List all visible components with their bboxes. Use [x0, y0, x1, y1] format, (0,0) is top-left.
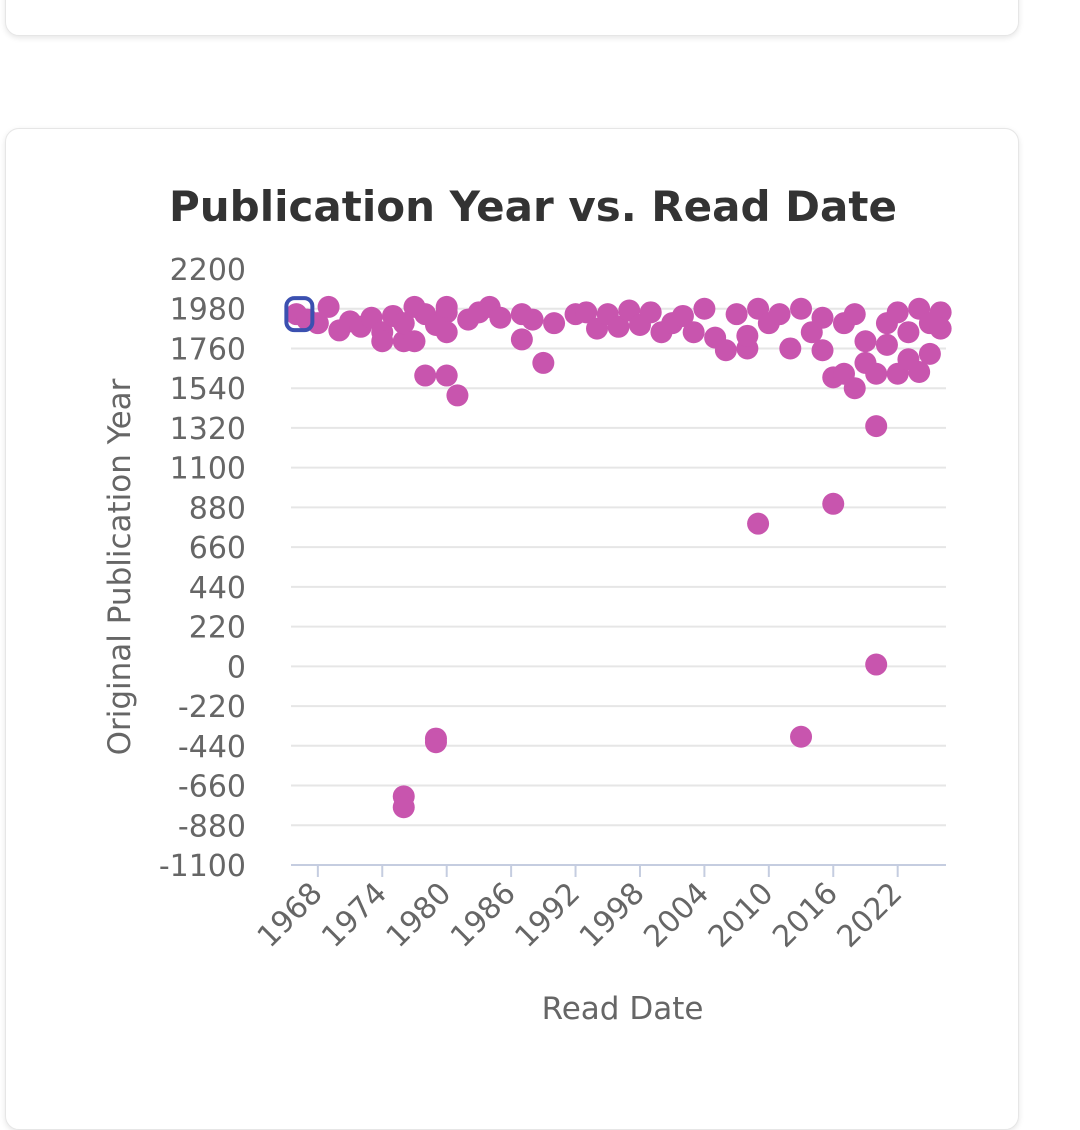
y-tick-label: -1100 [159, 849, 246, 884]
x-tick-label: 1998 [573, 876, 652, 955]
data-point[interactable] [811, 339, 834, 362]
data-point[interactable] [317, 295, 340, 318]
y-tick-label: 0 [227, 650, 246, 685]
data-point[interactable] [403, 330, 426, 353]
y-tick-label: 660 [189, 531, 246, 566]
data-point[interactable] [865, 653, 888, 676]
y-tick-label: 440 [189, 571, 246, 606]
data-point[interactable] [435, 321, 458, 344]
data-point[interactable] [790, 725, 813, 748]
data-point[interactable] [865, 415, 888, 438]
data-point[interactable] [725, 303, 748, 326]
x-tick-label: 2004 [637, 876, 716, 955]
data-point[interactable] [414, 364, 437, 387]
data-point[interactable] [918, 342, 941, 365]
x-tick-label: 1986 [444, 876, 523, 955]
data-point[interactable] [908, 360, 931, 383]
data-point[interactable] [371, 330, 394, 353]
y-tick-label: 1100 [170, 452, 246, 487]
data-point[interactable] [521, 308, 544, 331]
y-axis-title: Original Publication Year [102, 378, 138, 755]
chart-card: Publication Year vs. Read Date 2200 1980 1… [5, 128, 1019, 1130]
x-axis-title: Read Date [542, 991, 704, 1027]
data-point[interactable] [693, 297, 716, 320]
data-point[interactable] [435, 295, 458, 318]
y-tick-label: 1320 [170, 412, 246, 447]
data-point[interactable] [897, 321, 920, 344]
y-tick-label: -880 [178, 809, 246, 844]
data-point[interactable] [811, 306, 834, 329]
data-point[interactable] [929, 301, 952, 324]
y-tick-label: 220 [189, 611, 246, 646]
x-tick-label: 1980 [380, 876, 459, 955]
x-tick-label: 1974 [315, 876, 394, 955]
data-point[interactable] [607, 315, 630, 338]
data-point[interactable] [543, 312, 566, 335]
summary-card [5, 0, 1019, 36]
data-point[interactable] [779, 337, 802, 360]
data-point[interactable] [435, 364, 458, 387]
data-point[interactable] [682, 321, 705, 344]
scatter-chart: Publication Year vs. Read Date 220019801… [102, 182, 952, 1027]
y-tick-label: -660 [178, 770, 246, 805]
data-point[interactable] [747, 512, 770, 535]
data-point[interactable] [714, 339, 737, 362]
highlighted-point-marker[interactable] [284, 296, 315, 333]
data-point[interactable] [843, 377, 866, 400]
data-point[interactable] [854, 330, 877, 353]
data-point[interactable] [532, 351, 555, 374]
data-point[interactable] [671, 304, 694, 327]
data-point[interactable] [392, 312, 415, 335]
y-tick-label: 880 [189, 491, 246, 526]
y-tick-label: 2200 [170, 253, 246, 288]
data-point[interactable] [843, 303, 866, 326]
x-tick-label: 1992 [508, 876, 587, 955]
x-tick-label: 2022 [831, 876, 910, 955]
chart-title: Publication Year vs. Read Date [169, 182, 897, 231]
data-point[interactable] [639, 301, 662, 324]
data-point[interactable] [489, 306, 512, 329]
data-point[interactable] [768, 303, 791, 326]
data-point[interactable] [865, 362, 888, 385]
y-tick-label: -440 [178, 730, 246, 765]
x-tick-label: 2016 [766, 876, 845, 955]
x-tick-label: 1968 [251, 876, 330, 955]
data-point[interactable] [736, 324, 759, 347]
data-point[interactable] [446, 384, 469, 407]
y-tick-label: 1760 [170, 332, 246, 367]
data-point[interactable] [424, 731, 447, 754]
data-point[interactable] [575, 301, 598, 324]
data-point[interactable] [392, 796, 415, 819]
data-point[interactable] [929, 317, 952, 340]
data-point[interactable] [875, 333, 898, 356]
data-point[interactable] [510, 328, 533, 351]
x-tick-label: 2010 [702, 876, 781, 955]
data-point[interactable] [790, 297, 813, 320]
data-point[interactable] [886, 301, 909, 324]
data-point[interactable] [822, 492, 845, 515]
y-tick-label: 1540 [170, 372, 246, 407]
y-tick-label: -220 [178, 690, 246, 725]
y-tick-label: 1980 [170, 293, 246, 328]
